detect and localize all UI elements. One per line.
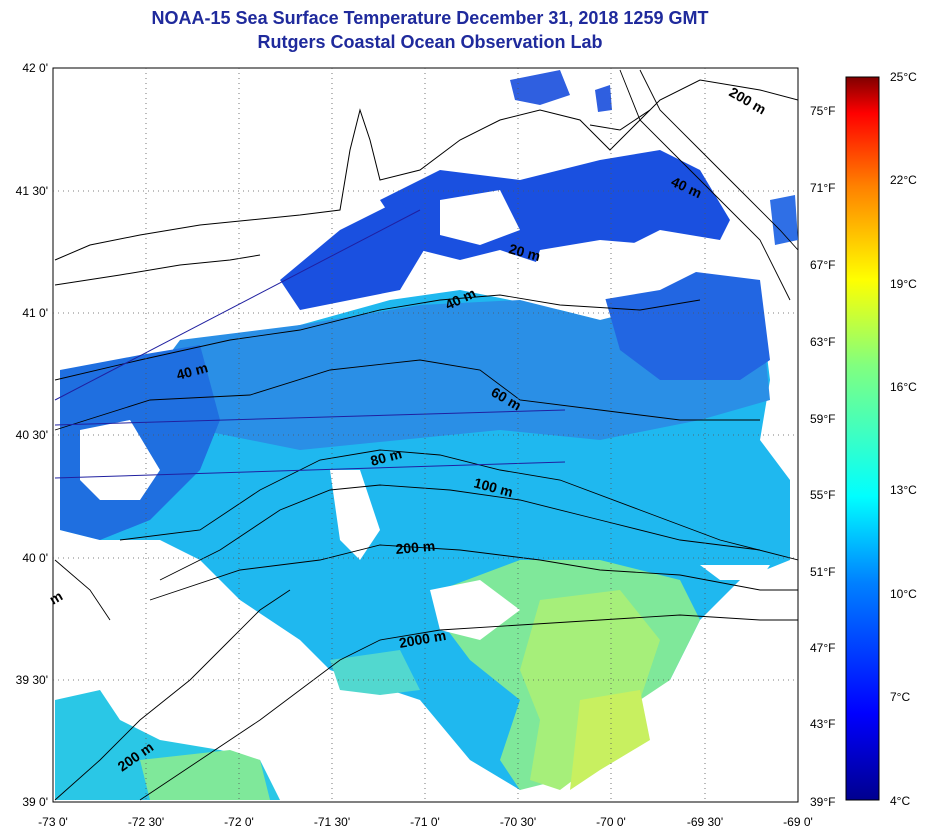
f-label: 71°F [810, 181, 835, 195]
coastline [54, 79, 798, 286]
f-label: 75°F [810, 104, 835, 118]
lon-label: -71 0' [410, 815, 440, 829]
lon-label: -70 30' [500, 815, 536, 829]
lat-label: 42 0' [22, 61, 48, 75]
f-label: 39°F [810, 795, 835, 809]
f-label: 51°F [810, 565, 835, 579]
f-label: 67°F [810, 258, 835, 272]
contour-label: 20 m [507, 240, 542, 264]
c-label: 22°C [890, 173, 917, 187]
f-label: 63°F [810, 335, 835, 349]
lon-label: -71 30' [314, 815, 350, 829]
f-label: 55°F [810, 488, 835, 502]
map-subtitle: Rutgers Coastal Ocean Observation Lab [257, 32, 603, 52]
lat-label: 39 30' [16, 673, 48, 687]
track-lines [54, 209, 566, 479]
c-label: 19°C [890, 277, 917, 291]
contour-label-group: 200 m 40 m 20 m 40 m 40 m 60 m 80 m 100 … [47, 84, 769, 775]
contour-label: 200 m [395, 538, 436, 557]
c-label: 13°C [890, 483, 917, 497]
lon-label: -72 0' [224, 815, 254, 829]
lat-label: 40 30' [16, 428, 48, 442]
lon-labels: -73 0' -72 30' -72 0' -71 30' -71 0' -70… [38, 815, 813, 829]
c-label: 16°C [890, 380, 917, 394]
lat-labels: 42 0' 41 30' 41 0' 40 30' 40 0' 39 30' 3… [16, 61, 48, 809]
c-label: 4°C [890, 794, 910, 808]
lat-label: 39 0' [22, 795, 48, 809]
lat-label: 41 0' [22, 306, 48, 320]
contour-label: 80 m [369, 445, 404, 469]
celsius-labels: 25°C 22°C 19°C 16°C 13°C 10°C 7°C 4°C [890, 70, 917, 808]
fahrenheit-labels: 75°F 71°F 67°F 63°F 59°F 55°F 51°F 47°F … [810, 104, 835, 809]
colorbar [845, 76, 880, 801]
c-label: 7°C [890, 690, 910, 704]
cloud-mask [80, 190, 770, 640]
lon-label: -70 0' [596, 815, 626, 829]
lon-label: -69 0' [783, 815, 813, 829]
contour-label: 40 m [175, 359, 210, 383]
f-label: 47°F [810, 641, 835, 655]
c-label: 10°C [890, 587, 917, 601]
bathymetry-contours [54, 69, 798, 801]
lat-label: 40 0' [22, 551, 48, 565]
lon-label: -69 30' [687, 815, 723, 829]
map-title: NOAA-15 Sea Surface Temperature December… [151, 8, 709, 28]
lon-label: -72 30' [128, 815, 164, 829]
lon-label: -73 0' [38, 815, 68, 829]
f-label: 43°F [810, 717, 835, 731]
f-label: 59°F [810, 412, 835, 426]
c-label: 25°C [890, 70, 917, 84]
graticule [53, 68, 798, 802]
lat-label: 41 30' [16, 184, 48, 198]
